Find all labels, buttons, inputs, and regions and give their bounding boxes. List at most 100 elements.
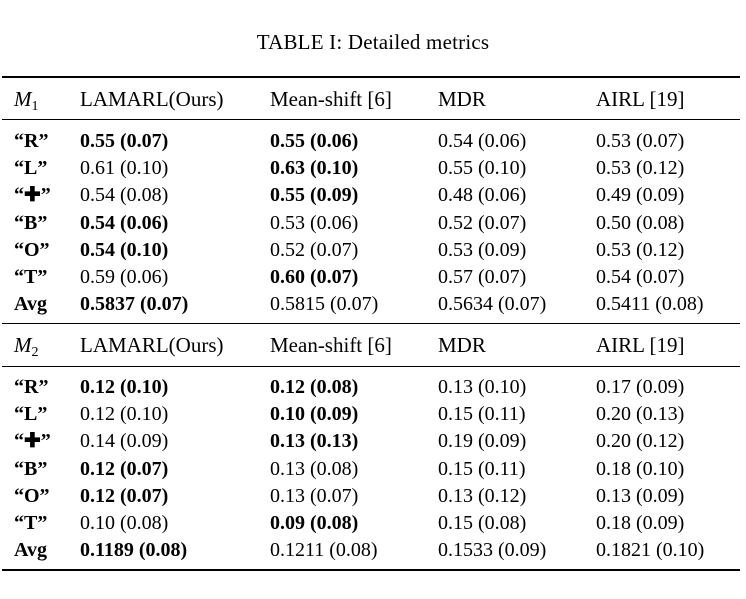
table-cell: 0.13 (0.08) (270, 457, 359, 480)
column-header-lamarl: LAMARL(Ours) (80, 333, 224, 357)
table-cell: 0.5634 (0.07) (438, 293, 547, 316)
table-cell: 0.1211 (0.08) (270, 539, 378, 562)
table-cell: 0.12 (0.10) (80, 403, 169, 426)
header-rule-m1 (2, 119, 740, 120)
row-label: “R” (14, 130, 49, 152)
table-cell: 0.54 (0.06) (80, 211, 169, 234)
row-label: “L” (14, 157, 48, 180)
column-header-airl: AIRL [19] (596, 87, 685, 111)
table-cell: 0.15 (0.11) (438, 403, 526, 426)
table-row: “O” 0.54 (0.10) 0.52 (0.07) 0.53 (0.09) 0.53… (0, 237, 746, 264)
column-header-lamarl: LAMARL(Ours) (80, 87, 224, 111)
table-cell: 0.13 (0.12) (438, 484, 527, 507)
row-label: “B” (14, 211, 48, 234)
table-cell: 0.12 (0.07) (80, 484, 169, 507)
table-cell: 0.13 (0.10) (438, 376, 527, 398)
table-cell: 0.18 (0.09) (596, 512, 685, 534)
table-cell: 0.53 (0.12) (596, 157, 685, 180)
table-cell: 0.54 (0.08) (80, 184, 169, 207)
table-cell: 0.54 (0.06) (438, 130, 527, 152)
table-cell: 0.55 (0.10) (438, 157, 527, 180)
table-row: Avg 0.1189 (0.08) 0.1211 (0.08) 0.1533 (0.0… (0, 537, 746, 564)
row-label: “T” (14, 512, 48, 534)
table-cell: 0.52 (0.07) (438, 211, 527, 234)
column-header-mean-shift: Mean-shift [6] (270, 87, 392, 111)
table-cell: 0.60 (0.07) (270, 266, 359, 288)
table-cell: 0.55 (0.09) (270, 184, 359, 207)
header-rule-m2 (2, 366, 740, 367)
metric-label-m1: M1 (14, 87, 39, 114)
row-label: Avg (14, 539, 47, 562)
table-row: “✚” 0.54 (0.08) 0.55 (0.09) 0.48 (0.06) 0.49… (0, 182, 746, 209)
table-cell: 0.5837 (0.07) (80, 293, 189, 316)
table-caption: TABLE I: Detailed metrics (256, 30, 490, 54)
table-cell: 0.12 (0.07) (80, 457, 169, 480)
table-cell: 0.14 (0.09) (80, 430, 169, 453)
table-cell: 0.5411 (0.08) (596, 293, 704, 316)
metric-label-m2: M2 (14, 333, 39, 360)
section-header-m1: M1 LAMARL(Ours) Mean-shift [6] MDR AIRL … (0, 86, 746, 114)
table-cell: 0.1189 (0.08) (80, 539, 188, 562)
section-header-m2: M2 LAMARL(Ours) Mean-shift [6] MDR AIRL … (0, 332, 746, 360)
table-row: “T” 0.10 (0.08) 0.09 (0.08) 0.15 (0.08) 0.18… (0, 510, 746, 537)
table-row: Avg 0.5837 (0.07) 0.5815 (0.07) 0.5634 (0.0… (0, 291, 746, 318)
table-cell: 0.61 (0.10) (80, 157, 169, 180)
table-cell: 0.18 (0.10) (596, 457, 685, 480)
table-cell: 0.17 (0.09) (596, 376, 685, 398)
table-row: “✚” 0.14 (0.09) 0.13 (0.13) 0.19 (0.09) 0.20… (0, 428, 746, 455)
row-label: “T” (14, 266, 48, 288)
column-header-mean-shift: Mean-shift [6] (270, 333, 392, 357)
table-cell: 0.12 (0.08) (270, 376, 359, 398)
table-cell: 0.57 (0.07) (438, 266, 527, 288)
column-header-mdr: MDR (438, 333, 486, 357)
table-cell: 0.15 (0.08) (438, 512, 527, 534)
table-cell: 0.54 (0.10) (80, 238, 169, 261)
table-cell: 0.53 (0.06) (270, 211, 359, 234)
table-cell: 0.50 (0.08) (596, 211, 685, 234)
table-cell: 0.55 (0.06) (270, 130, 359, 152)
table-cell: 0.13 (0.07) (270, 484, 359, 507)
table-cell: 0.55 (0.07) (80, 130, 169, 152)
table-cell: 0.53 (0.07) (596, 130, 685, 152)
table-cell: 0.5815 (0.07) (270, 293, 379, 316)
table-row: “B” 0.12 (0.07) 0.13 (0.08) 0.15 (0.11) 0.18… (0, 456, 746, 483)
table-cell: 0.10 (0.09) (270, 403, 359, 426)
table-cell: 0.20 (0.13) (596, 403, 685, 426)
row-label: “B” (14, 457, 48, 480)
table-cell: 0.53 (0.12) (596, 238, 685, 261)
table-cell: 0.49 (0.09) (596, 184, 685, 207)
section-divider-rule (2, 323, 740, 324)
table-row: “R” 0.12 (0.10) 0.12 (0.08) 0.13 (0.10) 0.17… (0, 374, 746, 401)
table-cell: 0.10 (0.08) (80, 512, 169, 534)
table-cell: 0.20 (0.12) (596, 430, 685, 453)
table-cell: 0.19 (0.09) (438, 430, 527, 453)
row-label: “O” (14, 238, 50, 261)
table-row: “T” 0.59 (0.06) 0.60 (0.07) 0.57 (0.07) 0.54… (0, 264, 746, 291)
table-row: “L” 0.12 (0.10) 0.10 (0.09) 0.15 (0.11) 0.20… (0, 401, 746, 428)
table-cell: 0.12 (0.10) (80, 376, 169, 398)
column-header-airl: AIRL [19] (596, 333, 685, 357)
table-row: “R” 0.55 (0.07) 0.55 (0.06) 0.54 (0.06) 0.53… (0, 128, 746, 155)
table-cell: 0.52 (0.07) (270, 238, 359, 261)
table-cell: 0.59 (0.06) (80, 266, 169, 288)
row-label: “✚” (14, 184, 51, 207)
row-label: “R” (14, 376, 49, 398)
top-rule (2, 76, 740, 78)
table-cell: 0.53 (0.09) (438, 238, 527, 261)
bottom-rule (2, 569, 740, 571)
table-cell: 0.15 (0.11) (438, 457, 526, 480)
row-label: “L” (14, 403, 48, 426)
table-cell: 0.1821 (0.10) (596, 539, 705, 562)
table-cell: 0.54 (0.07) (596, 266, 685, 288)
table-row: “O” 0.12 (0.07) 0.13 (0.07) 0.13 (0.12) 0.13… (0, 483, 746, 510)
table-cell: 0.09 (0.08) (270, 512, 359, 534)
table-row: “L” 0.61 (0.10) 0.63 (0.10) 0.55 (0.10) 0.53… (0, 155, 746, 182)
row-label: Avg (14, 293, 47, 316)
table-cell: 0.1533 (0.09) (438, 539, 547, 562)
column-header-mdr: MDR (438, 87, 486, 111)
row-label: “✚” (14, 430, 51, 453)
table-cell: 0.48 (0.06) (438, 184, 527, 207)
table-cell: 0.13 (0.13) (270, 430, 359, 453)
table-cell: 0.13 (0.09) (596, 484, 685, 507)
row-label: “O” (14, 484, 50, 507)
